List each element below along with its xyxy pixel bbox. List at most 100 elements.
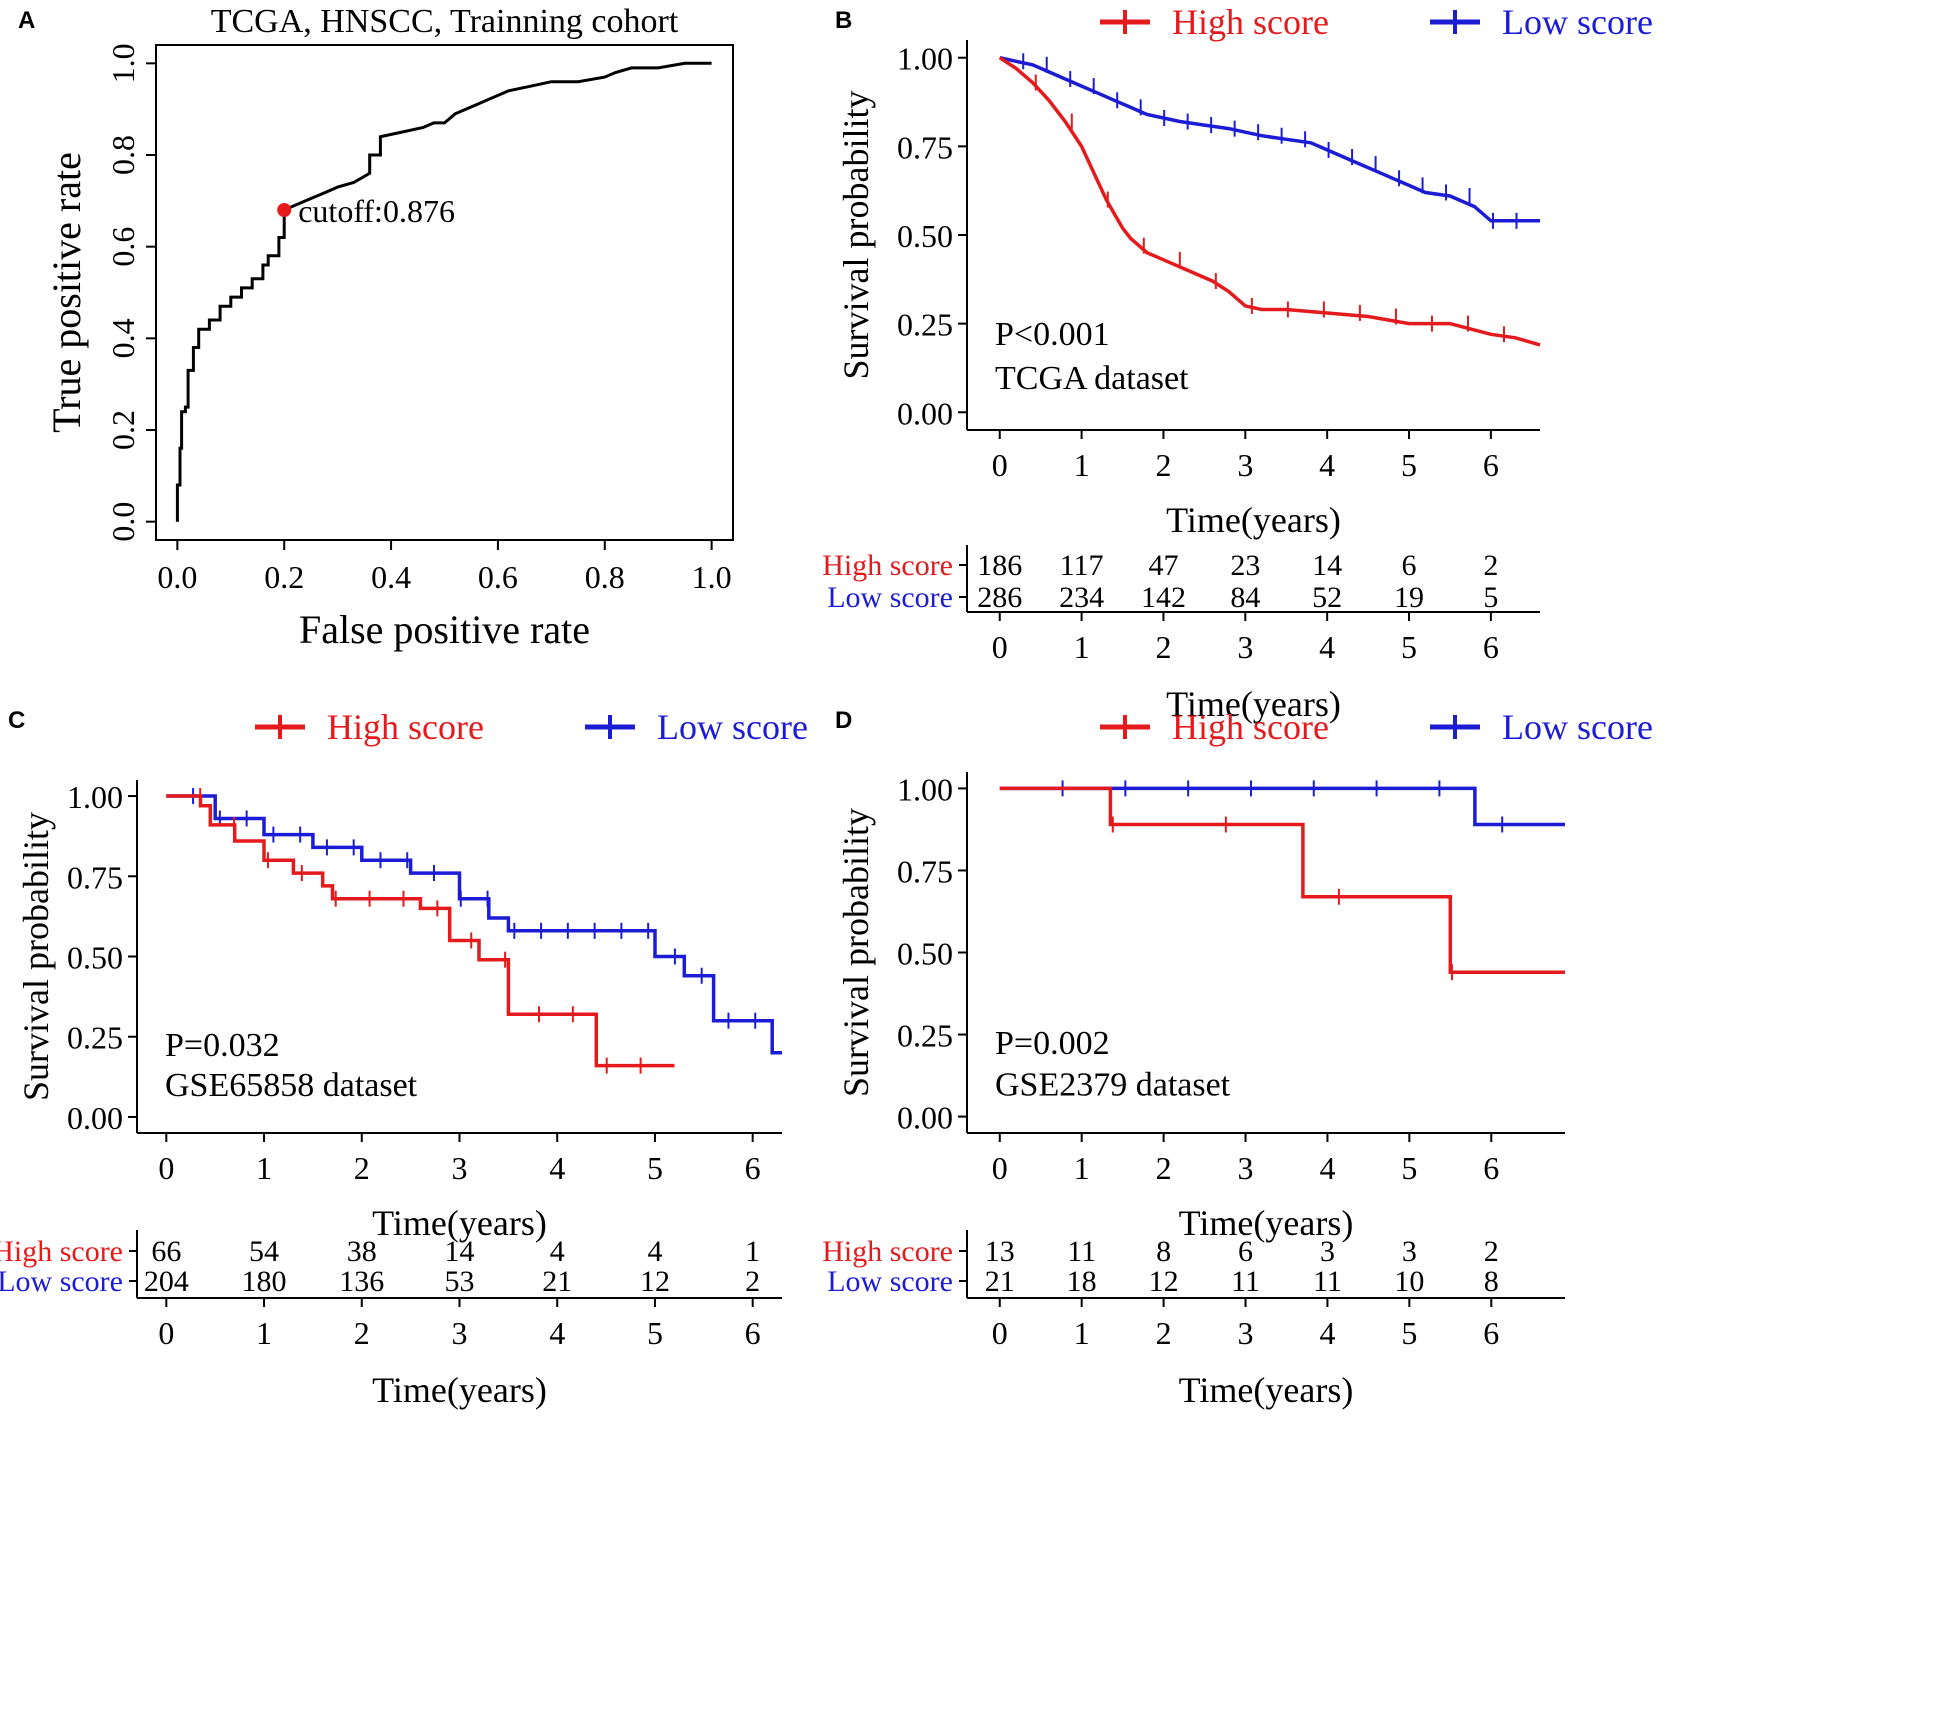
risk-table-x-tick-label: 6 [1483,1315,1499,1351]
low-score-series [166,788,782,1055]
risk-table-count: 21 [985,1265,1015,1298]
risk-table-count: 13 [985,1235,1015,1268]
y-axis-label: Survival probability [836,808,876,1097]
risk-table-count: 6 [1238,1235,1253,1268]
risk-table-count: 23 [1230,549,1260,582]
risk-table-count: 12 [640,1265,670,1298]
risk-table-x-tick-label: 4 [549,1315,565,1351]
x-tick-label: 0 [992,447,1008,483]
risk-table-count: 204 [144,1265,189,1298]
legend-label: High score [1172,2,1329,42]
x-tick-label: 0.2 [264,559,304,595]
risk-table-x-tick-label: 1 [1074,629,1090,665]
risk-table-count: 14 [1312,549,1342,582]
plot-frame [155,44,734,541]
risk-table-count: 117 [1060,549,1104,582]
risk-table-count: 234 [1059,581,1104,614]
risk-table-x-axis-label: Time(years) [1166,684,1341,724]
x-tick-label: 0.4 [371,559,411,595]
y-tick-label: 0.25 [897,1018,953,1054]
panel-c-km-chart: C High score Low score0.000.250.500.751.00… [0,707,808,1410]
high-score-curve [998,56,1541,347]
x-tick-label: 2 [1156,1150,1172,1186]
y-tick-label: 0.75 [897,853,953,889]
x-axis-label: Time(years) [1179,1203,1354,1243]
risk-table-row-label: Low score [827,581,953,614]
dataset-label: TCGA dataset [995,360,1189,397]
low-score-curve [999,55,1540,223]
x-tick-label: 6 [745,1150,761,1186]
risk-table-x-tick-label: 6 [1483,629,1499,665]
risk-table-row-label: High score [822,1235,953,1268]
risk-table-x-tick-label: 3 [1237,629,1253,665]
risk-table-count: 11 [1067,1235,1096,1268]
risk-table-x-tick-label: 2 [1156,1315,1172,1351]
panel-label-a: A [18,7,35,34]
risk-table-count: 8 [1484,1265,1499,1298]
panel-a-roc-chart: A TCGA, HNSCC, Trainning cohort 0.0 0.2 0.4 0… [18,3,734,652]
y-tick-label: 0.00 [897,1100,953,1136]
risk-table-count: 2 [1484,1235,1499,1268]
x-tick-label: 4 [1319,447,1335,483]
x-tick-label: 4 [549,1150,565,1186]
risk-table-x-tick-label: 5 [647,1315,663,1351]
y-tick-label: 0.25 [897,307,953,343]
x-tick-label: 0.6 [478,559,518,595]
panel-b-km-chart: B High score Low score0.000.250.500.751.00… [822,2,1653,724]
risk-table-count: 14 [445,1235,475,1268]
x-tick-label: 1.0 [692,559,732,595]
roc-curve [175,61,712,522]
legend-label: Low score [657,707,808,747]
risk-table-count: 18 [1067,1265,1097,1298]
cutoff-point [277,203,292,217]
risk-table-x-tick-label: 0 [992,629,1008,665]
risk-table-count: 11 [1231,1265,1260,1298]
x-axis-label: Time(years) [372,1203,547,1243]
risk-table-count: 21 [542,1265,572,1298]
y-tick-label: 0.00 [67,1100,123,1136]
y-tick-label: 0.25 [67,1020,123,1056]
risk-table-count: 142 [1141,581,1186,614]
x-tick-label: 1 [256,1150,272,1186]
x-tick-label: 6 [1483,1150,1499,1186]
risk-table-x-tick-label: 3 [452,1315,468,1351]
y-tick-label: 0.50 [897,218,953,254]
y-tick-label: 0.75 [897,129,953,165]
y-tick-label: 1.0 [105,43,141,83]
dataset-label: GSE65858 dataset [165,1067,418,1104]
panel-label-d: D [835,707,852,734]
risk-table-count: 66 [151,1235,181,1268]
legend-label: Low score [1502,707,1653,747]
risk-table-count: 54 [249,1235,279,1268]
legend-label: High score [1172,707,1329,747]
y-axis-label: True positive rate [44,152,89,433]
risk-table-x-tick-label: 5 [1401,629,1417,665]
y-tick-label: 1.00 [897,771,953,807]
p-value: P<0.001 [995,316,1110,353]
risk-table-count: 84 [1230,581,1260,614]
y-tick-label: 0.6 [105,227,141,267]
x-tick-label: 2 [1155,447,1171,483]
y-tick-label: 0.4 [105,318,141,358]
y-tick-label: 0.75 [67,859,123,895]
x-axis-label: Time(years) [1166,500,1341,540]
x-tick-label: 5 [1401,447,1417,483]
risk-table-x-tick-label: 0 [992,1315,1008,1351]
risk-table-x-tick-label: 4 [1319,1315,1335,1351]
x-tick-label: 3 [1237,447,1253,483]
x-tick-label: 3 [452,1150,468,1186]
legend-label: High score [327,707,484,747]
p-value: P=0.002 [995,1025,1110,1062]
risk-table-count: 10 [1394,1265,1424,1298]
dataset-label: GSE2379 dataset [995,1066,1231,1103]
risk-table-x-tick-label: 4 [1319,629,1335,665]
risk-table-x-tick-label: 2 [354,1315,370,1351]
x-tick-label: 5 [647,1150,663,1186]
risk-table-count: 38 [347,1235,377,1268]
risk-table-count: 3 [1320,1235,1335,1268]
low-score-series [999,53,1540,229]
panel-label-c: C [8,707,25,734]
x-tick-label: 1 [1074,447,1090,483]
